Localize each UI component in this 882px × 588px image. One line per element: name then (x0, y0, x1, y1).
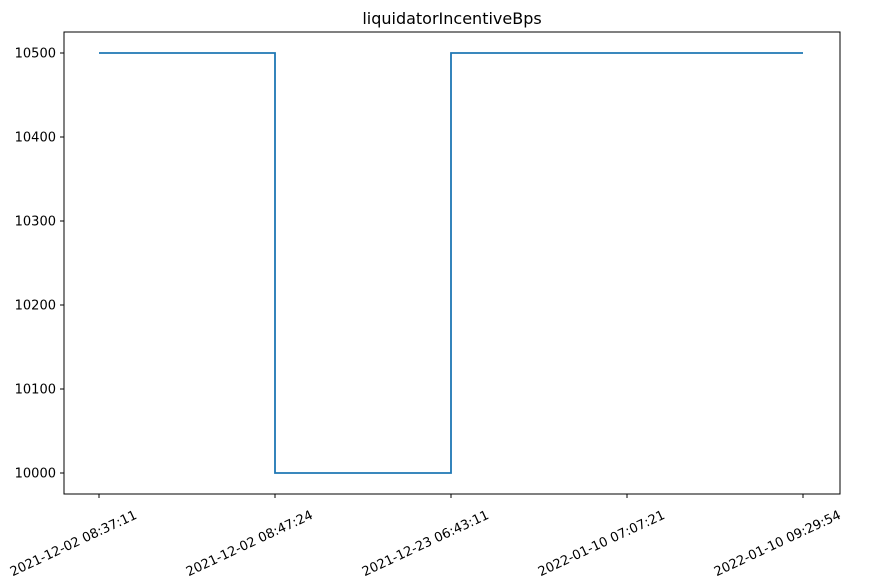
y-tick-label: 10100 (15, 383, 56, 398)
y-tick-label: 10500 (15, 47, 56, 62)
x-tick-label: 2021-12-02 08:47:24 (184, 508, 315, 580)
series-line (99, 52, 803, 474)
x-tick-label: 2021-12-02 08:37:11 (8, 508, 139, 580)
y-tick-label: 10000 (15, 467, 56, 482)
series-layer (99, 52, 803, 474)
x-axis: 2021-12-02 08:37:11 2021-12-02 08:47:24 20… (8, 494, 843, 580)
y-tick-label: 10200 (15, 299, 56, 314)
x-tick-label: 2021-12-23 06:43:11 (360, 508, 491, 580)
y-axis: 10000 10100 10200 10300 10400 10500 (15, 47, 64, 482)
y-tick-label: 10300 (15, 215, 56, 230)
x-tick-label: 2022-01-10 09:29:54 (712, 508, 843, 580)
chart-title: liquidatorIncentiveBps (362, 9, 541, 28)
x-tick-label: 2022-01-10 07:07:21 (536, 508, 667, 580)
y-tick-label: 10400 (15, 131, 56, 146)
plot-area-frame (63, 31, 841, 495)
